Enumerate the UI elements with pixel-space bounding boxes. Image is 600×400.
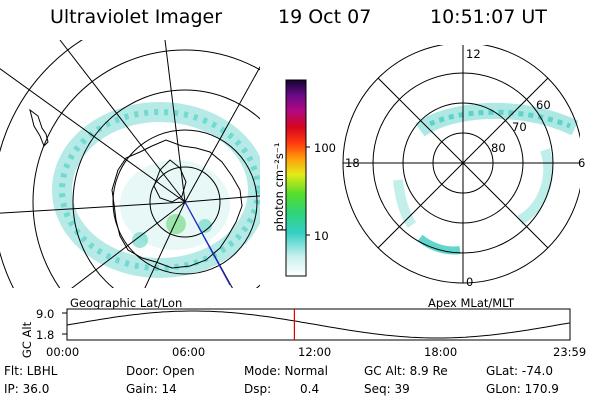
geographic-map <box>0 40 260 288</box>
timeline-xtick-1800: 18:00 <box>424 345 458 359</box>
sequence-label: Seq: 39 <box>364 382 410 396</box>
timeline-xtick-0600: 06:00 <box>172 345 206 359</box>
time-label: 10:51:07 UT <box>430 6 547 28</box>
colorbar-tick-10: 10 <box>314 229 329 243</box>
mlt-label-0: 0 <box>466 275 474 289</box>
dsp-label: Dsp: <box>244 382 272 396</box>
mlat-label-60: 60 <box>536 98 551 112</box>
timeline-xtick-1200: 12:00 <box>298 345 332 359</box>
mlt-label-18: 18 <box>345 156 360 170</box>
auroral-emission-left <box>52 102 260 278</box>
apex-polar-plot <box>342 45 580 284</box>
polar-grid <box>342 45 580 284</box>
mlat-label-80: 80 <box>491 141 506 155</box>
colorbar-tick-100: 100 <box>314 141 336 155</box>
altitude-curve <box>66 310 571 339</box>
colorbar <box>285 79 310 277</box>
door-label: Door: Open <box>126 364 195 378</box>
dsp-value: 0.4 <box>300 382 320 396</box>
timeline-xtick-2359: 23:59 <box>553 345 587 359</box>
filter-label: Flt: LBHL <box>4 364 58 378</box>
timeline-ytick-high: 9.0 <box>36 307 55 321</box>
sun-direction-line <box>184 201 231 286</box>
geographic-map-caption: Geographic Lat/Lon <box>70 296 183 310</box>
ip-label: IP: 36.0 <box>4 382 50 396</box>
mlt-label-12: 12 <box>466 47 481 61</box>
coastline <box>29 108 243 269</box>
glon-label: GLon: 170.9 <box>486 382 559 396</box>
mode-label: Mode: Normal <box>244 364 328 378</box>
timeline-xtick-0000: 00:00 <box>46 345 80 359</box>
glat-label: GLat: -74.0 <box>486 364 553 378</box>
altitude-timeline <box>62 308 571 341</box>
mlat-label-70: 70 <box>512 120 527 134</box>
date-label: 19 Oct 07 <box>278 6 372 28</box>
instrument-title: Ultraviolet Imager <box>50 6 223 28</box>
mlt-label-6: 6 <box>578 156 586 170</box>
gc-altitude-label: GC Alt: 8.9 Re <box>364 364 448 378</box>
colorbar-units: photon cm⁻²s⁻¹ <box>272 142 286 232</box>
timeline-ytick-low: 1.8 <box>36 328 55 342</box>
timeline-axis-title: GC Alt <box>20 321 34 359</box>
apex-plot-caption: Apex MLat/MLT <box>428 296 515 310</box>
auroral-emission-right <box>393 102 579 255</box>
gain-label: Gain: 14 <box>126 382 177 396</box>
